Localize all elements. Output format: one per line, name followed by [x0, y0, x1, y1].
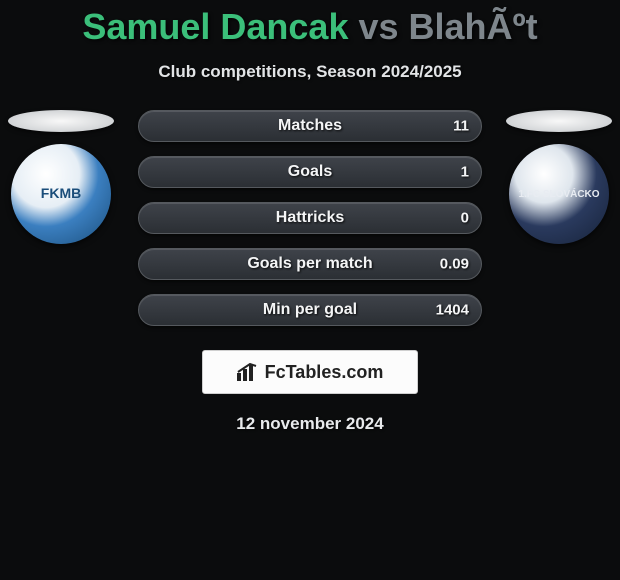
stat-row: Goals per match 0.09	[138, 248, 482, 280]
brand-box[interactable]: FcTables.com	[202, 350, 418, 394]
player2-name: BlahÃºt	[409, 6, 538, 47]
club-crest-right: 1.FC SLOVÁCKO	[509, 144, 609, 244]
stat-right-value: 0.09	[440, 256, 469, 273]
date-line: 12 november 2024	[0, 414, 620, 434]
stat-row: Hattricks 0	[138, 202, 482, 234]
stat-label: Matches	[278, 117, 342, 135]
stat-label: Goals	[288, 163, 332, 181]
stats-list: Matches 11 Goals 1 Hattricks 0 Goals per…	[138, 110, 482, 326]
stat-right-value: 0	[461, 210, 469, 227]
stat-row: Matches 11	[138, 110, 482, 142]
crest-left-label: FKMB	[41, 186, 81, 201]
page-title: Samuel Dancak vs BlahÃºt	[0, 0, 620, 48]
player2-avatar-placeholder	[506, 110, 612, 132]
left-player-badge: FKMB	[8, 110, 114, 244]
stat-right-value: 1	[461, 164, 469, 181]
stat-label: Min per goal	[263, 301, 357, 319]
stat-row: Min per goal 1404	[138, 294, 482, 326]
stat-label: Hattricks	[276, 209, 344, 227]
right-player-badge: 1.FC SLOVÁCKO	[506, 110, 612, 244]
comparison-content: FKMB 1.FC SLOVÁCKO Matches 11 Goals 1 Ha…	[0, 110, 620, 434]
vs-text: vs	[348, 6, 408, 47]
brand-label: FcTables.com	[265, 362, 384, 383]
club-crest-left: FKMB	[11, 144, 111, 244]
stat-label: Goals per match	[247, 255, 372, 273]
stat-row: Goals 1	[138, 156, 482, 188]
stat-right-value: 1404	[436, 302, 469, 319]
player1-name: Samuel Dancak	[82, 6, 348, 47]
crest-right-label: 1.FC SLOVÁCKO	[518, 189, 599, 200]
subtitle: Club competitions, Season 2024/2025	[0, 62, 620, 82]
player1-avatar-placeholder	[8, 110, 114, 132]
brand-chart-icon	[237, 363, 259, 381]
stat-right-value: 11	[453, 118, 469, 135]
